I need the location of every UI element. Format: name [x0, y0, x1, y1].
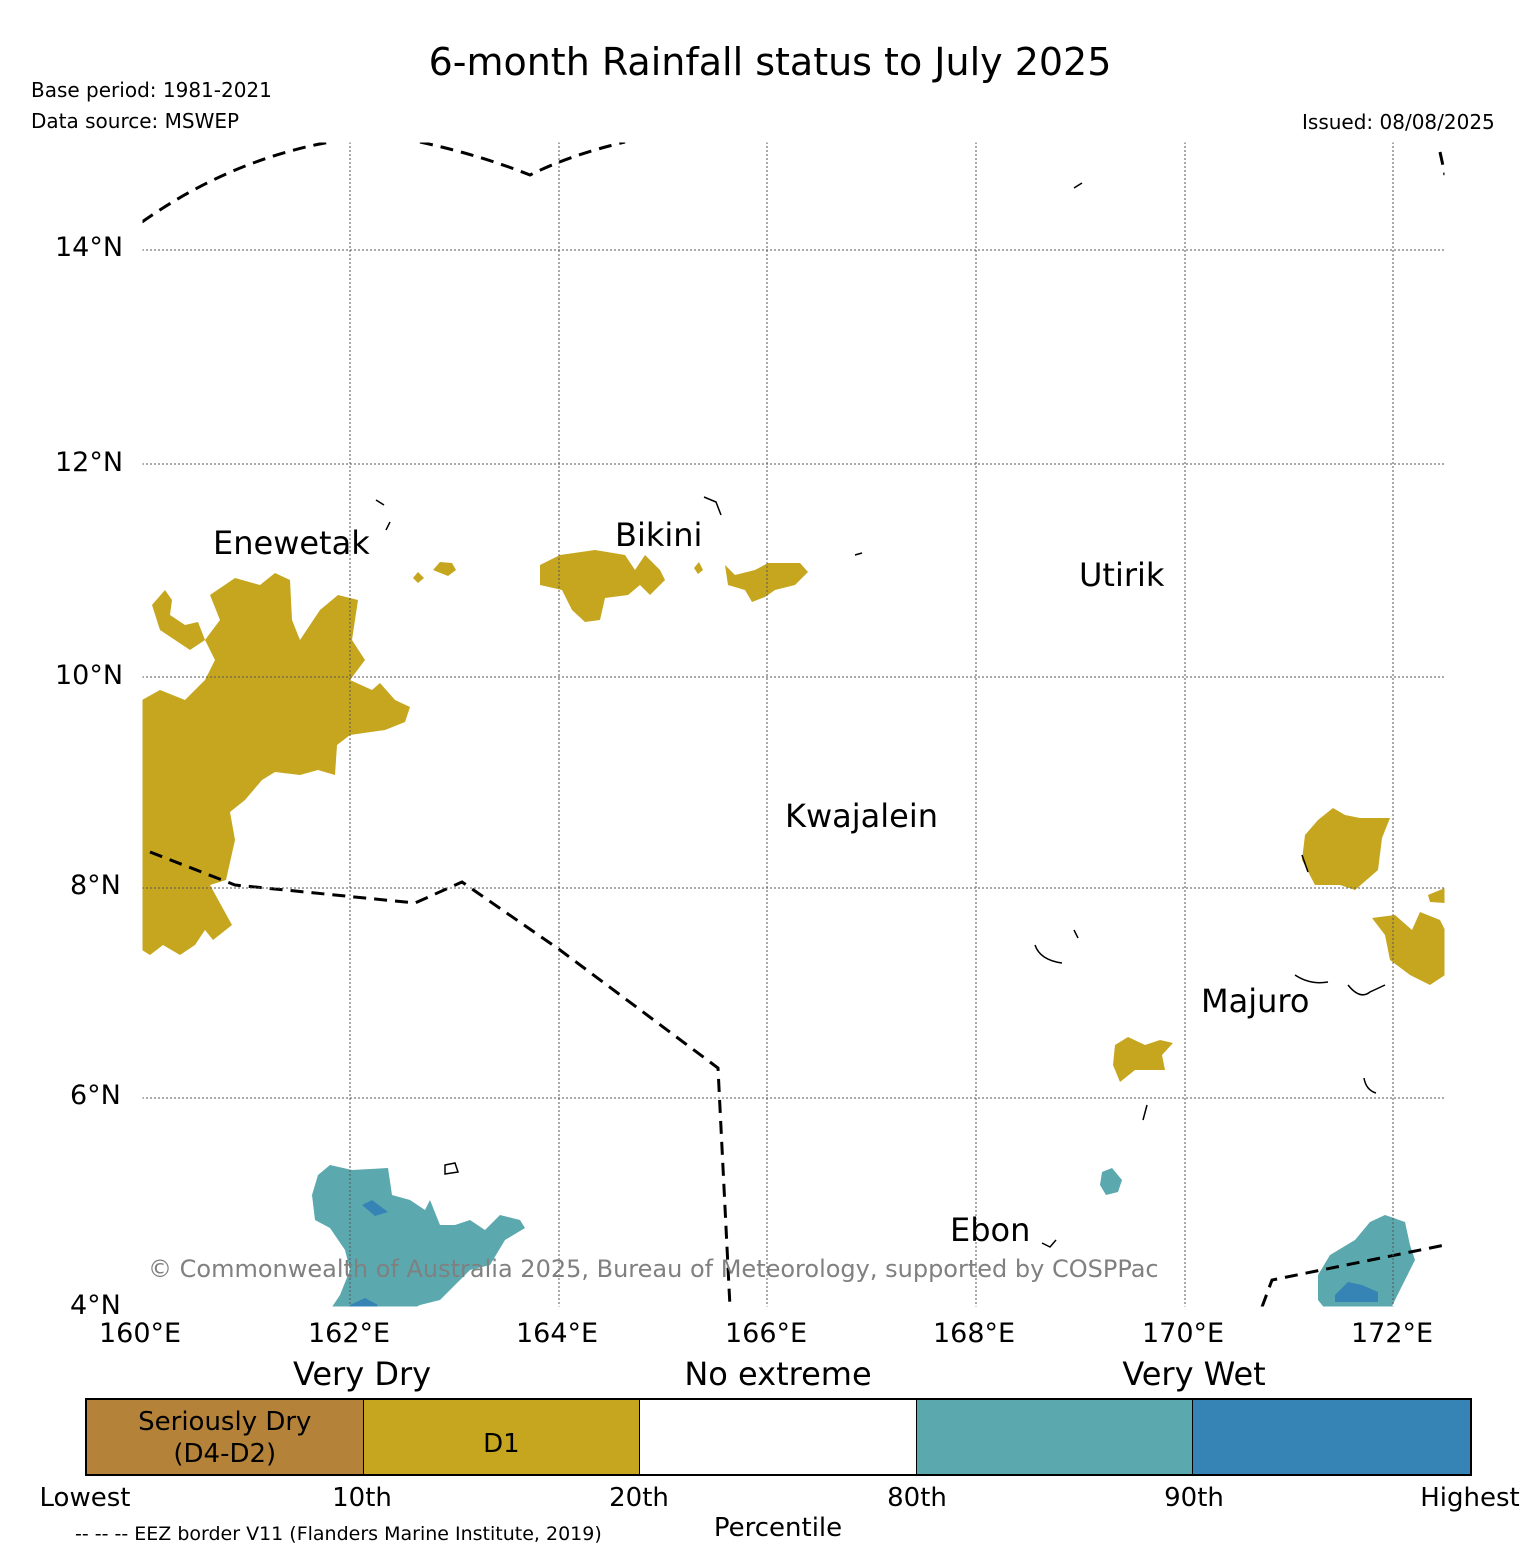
highest-region-southeast	[1335, 1282, 1378, 1302]
legend-segment-no-extreme	[640, 1400, 917, 1474]
atoll-outline-8	[1363, 1077, 1377, 1094]
place-label-kwajalein: Kwajalein	[785, 797, 939, 835]
eez-border-note: -- -- -- EEZ border V11 (Flanders Marine…	[75, 1523, 602, 1545]
atoll-outline-5	[444, 1162, 459, 1175]
atoll-outline-2	[1073, 929, 1079, 939]
atoll-outline-6	[1041, 1239, 1057, 1248]
atoll-outline-1	[1034, 944, 1063, 964]
place-label-bikini: Bikini	[615, 516, 703, 554]
legend-category-very-wet: Very Wet	[1122, 1355, 1266, 1393]
percentile-10th: 10th	[332, 1483, 392, 1513]
eez-border-north-2	[419, 142, 626, 177]
lon-tick-168e: 168°E	[933, 1318, 1016, 1349]
eez-border-north-1	[142, 142, 331, 224]
d1-region-edge	[1428, 888, 1445, 903]
eez-border-southeast	[1260, 1243, 1445, 1307]
lon-tick-170e: 170°E	[1142, 1318, 1225, 1349]
atoll-outline-4	[1347, 984, 1386, 996]
d1-region-small-2	[413, 572, 424, 583]
lon-tick-172e: 172°E	[1351, 1318, 1434, 1349]
lat-tick-4n: 4°N	[70, 1290, 121, 1321]
percentile-80th: 80th	[887, 1483, 947, 1513]
lat-tick-6n: 6°N	[70, 1080, 121, 1111]
eez-border-middle	[149, 850, 732, 1307]
data-source-text: Data source: MSWEP	[31, 109, 240, 133]
atoll-outline-10	[375, 499, 385, 506]
base-period-text: Base period: 1981-2021	[31, 78, 272, 102]
legend-category-no-extreme: No extreme	[684, 1355, 872, 1393]
percentile-colorbar: Seriously Dry (D4-D2) D1	[85, 1398, 1472, 1476]
percentile-highest: Highest	[1420, 1483, 1520, 1513]
percentile-90th: 90th	[1164, 1483, 1224, 1513]
legend-segment-highest	[1193, 1400, 1470, 1474]
map-title: 6-month Rainfall status to July 2025	[428, 40, 1112, 84]
lat-tick-10n: 10°N	[55, 660, 124, 691]
wet-region-center	[1100, 1168, 1122, 1195]
lon-tick-166e: 166°E	[725, 1318, 808, 1349]
d1-region-bikini	[540, 550, 665, 622]
atoll-outline-14	[1301, 854, 1309, 873]
d1-region-enewetak	[142, 573, 410, 955]
issued-date-text: Issued: 08/08/2025	[1302, 110, 1495, 134]
place-label-enewetak: Enewetak	[213, 524, 370, 562]
legend-label-seriously-dry: Seriously Dry (D4-D2)	[138, 1407, 312, 1469]
lon-tick-160e: 160°E	[99, 1318, 182, 1349]
lat-tick-14n: 14°N	[55, 232, 124, 263]
lon-tick-162e: 162°E	[308, 1318, 391, 1349]
atoll-outline-9	[1073, 182, 1083, 189]
legend-category-very-dry: Very Dry	[292, 1355, 432, 1393]
d1-region-majuro-east	[1372, 912, 1445, 985]
atoll-outline-7	[1142, 1104, 1148, 1121]
legend-segment-d1: D1	[363, 1400, 641, 1474]
d1-region-utirik-east	[1302, 808, 1390, 890]
d1-region-majuro-south	[1113, 1037, 1173, 1082]
lat-tick-8n: 8°N	[70, 870, 121, 901]
map-gridlines	[142, 142, 1445, 1307]
highest-region-southwest-1	[362, 1200, 388, 1216]
percentile-20th: 20th	[609, 1483, 669, 1513]
place-label-majuro: Majuro	[1201, 982, 1310, 1020]
place-label-ebon: Ebon	[950, 1211, 1031, 1249]
wet-region-southeast	[1318, 1215, 1415, 1307]
copyright-notice: © Commonwealth of Australia 2025, Bureau…	[148, 1255, 1159, 1283]
percentile-lowest: Lowest	[39, 1483, 131, 1513]
atoll-outline-13	[854, 552, 863, 556]
eez-border-northeast	[1438, 151, 1445, 176]
legend-segment-very-wet	[916, 1400, 1194, 1474]
place-label-utirik: Utirik	[1079, 556, 1165, 594]
legend-segment-seriously-dry: Seriously Dry (D4-D2)	[87, 1400, 364, 1474]
legend-label-d1: D1	[483, 1429, 520, 1459]
d1-region-small-3	[694, 562, 703, 574]
lat-tick-12n: 12°N	[55, 447, 124, 478]
atoll-outline-3	[1294, 974, 1329, 984]
atoll-outline-11	[703, 496, 722, 516]
wet-region-southwest	[312, 1165, 525, 1307]
d1-region-enewetak-west	[152, 590, 205, 650]
atoll-outline-12	[385, 521, 391, 531]
lon-tick-164e: 164°E	[516, 1318, 599, 1349]
d1-region-small-1	[433, 562, 456, 576]
highest-region-southwest-2	[350, 1298, 378, 1307]
percentile-axis-label: Percentile	[713, 1513, 843, 1543]
